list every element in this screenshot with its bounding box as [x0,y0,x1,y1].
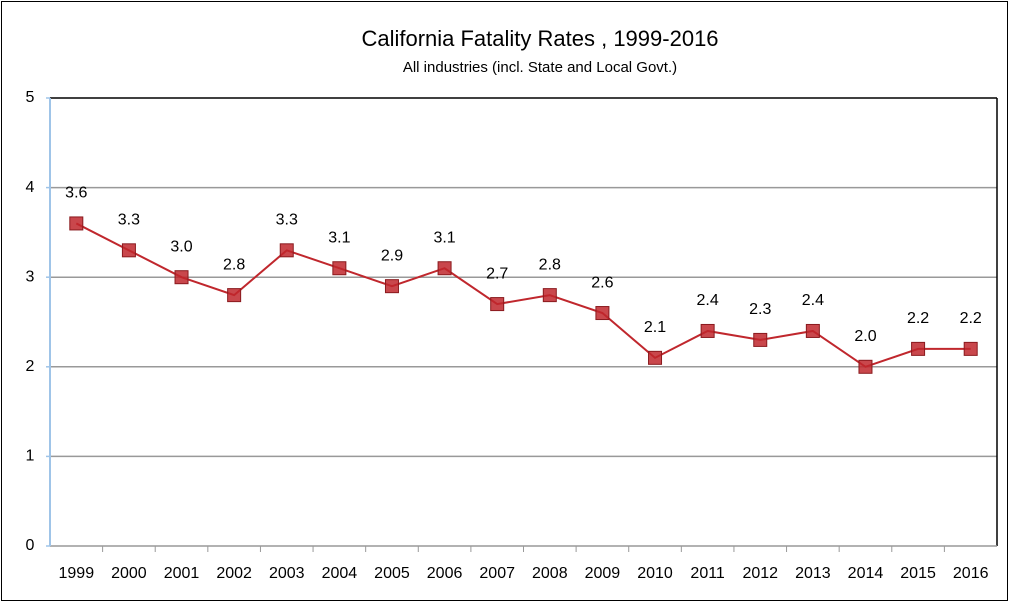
data-label: 3.3 [118,212,140,229]
data-label: 3.0 [170,238,192,255]
x-tick-label: 2012 [742,565,778,582]
data-label: 2.2 [907,310,929,327]
marker [753,332,768,347]
data-label: 3.1 [433,229,455,246]
y-tick-label: 0 [26,537,35,554]
data-label: 3.6 [65,185,87,202]
x-tick-label: 2008 [532,565,568,582]
marker [805,323,820,338]
marker [911,341,926,356]
data-label: 2.8 [223,256,245,273]
marker [963,341,978,356]
x-tick-label: 2011 [690,565,725,582]
x-tick-label: 2006 [427,565,463,582]
marker [174,270,189,285]
marker [384,279,399,294]
x-tick-label: 2013 [795,565,831,582]
marker [490,297,505,312]
data-label: 3.1 [328,229,350,246]
data-label: 2.9 [381,247,403,264]
x-tick-label: 2014 [848,565,884,582]
x-tick-label: 2009 [585,565,621,582]
y-tick-label: 4 [26,179,35,196]
data-label: 3.3 [276,212,298,229]
x-tick-label: 2001 [164,565,200,582]
x-tick-label: 2010 [637,565,673,582]
marker [542,288,557,303]
marker [69,216,84,231]
line [75,222,971,368]
data-label: 2.4 [697,292,719,309]
x-tick-label: 2004 [322,565,358,582]
data-label: 2.0 [854,328,876,345]
data-label: 2.4 [802,292,824,309]
marker [227,288,242,303]
data-label: 2.3 [749,301,771,318]
x-tick-label: 2015 [900,565,936,582]
data-label: 2.8 [539,256,561,273]
marker [700,323,715,338]
marker [279,243,294,258]
data-label: 2.7 [486,265,508,282]
marker [858,359,873,374]
marker [648,350,663,365]
y-tick-label: 1 [26,448,35,465]
x-tick-label: 2005 [374,565,410,582]
chart-subtitle: All industries (incl. State and Local Go… [403,59,677,76]
y-tick-label: 3 [26,268,35,285]
data-label: 2.1 [644,319,666,336]
x-tick-label: 2002 [216,565,252,582]
data-label: 2.6 [591,274,613,291]
marker [437,261,452,276]
data-label: 2.2 [960,310,982,327]
y-tick-label: 5 [26,89,35,106]
x-tick-label: 2007 [479,565,515,582]
chart-title: California Fatality Rates , 1999-2016 [361,26,718,51]
x-tick-label: 2016 [953,565,989,582]
x-tick-label: 2003 [269,565,305,582]
marker [595,306,610,321]
y-tick-label: 2 [26,358,35,375]
marker [332,261,347,276]
x-tick-label: 1999 [59,565,95,582]
marker [121,243,136,258]
x-tick-label: 2000 [111,565,147,582]
